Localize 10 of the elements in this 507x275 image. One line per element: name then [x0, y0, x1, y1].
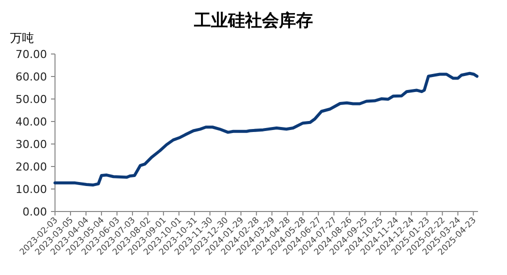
y-tick-label: 50.00	[16, 93, 47, 106]
title: 工业硅社会库存	[194, 11, 313, 31]
y-tick-label: 10.00	[16, 183, 47, 196]
y-tick-label: 70.00	[16, 48, 47, 61]
y-tick-label: 40.00	[16, 116, 47, 128]
y-tick-label: 20.00	[16, 160, 47, 174]
y-tick-label: 30.00	[16, 138, 47, 151]
y-tick-label: 60.00	[16, 70, 47, 84]
y-tick-label: 0.00	[22, 206, 47, 218]
ylabel: 万吨	[10, 31, 34, 45]
